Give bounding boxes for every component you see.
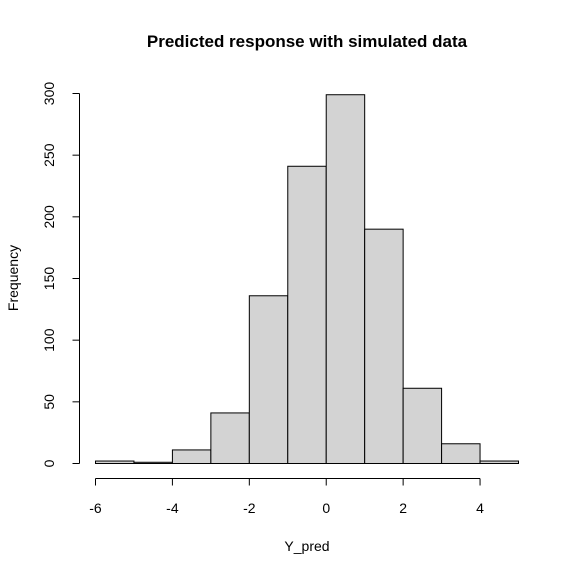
y-tick-label: 50 — [41, 394, 57, 410]
histogram-bar — [133, 461, 173, 464]
histogram-bars — [95, 94, 519, 464]
x-tick-label: -4 — [166, 500, 179, 516]
x-axis: -6 -4 -2 0 2 4 — [89, 478, 484, 516]
histogram-bar — [171, 449, 212, 464]
histogram-bar — [248, 295, 289, 464]
histogram-bar — [364, 228, 404, 464]
chart-title: Predicted response with simulated data — [147, 32, 468, 51]
histogram-bar — [95, 460, 135, 464]
histogram-bar — [325, 94, 366, 464]
x-tick-label: -6 — [89, 500, 102, 516]
y-tick-label: 100 — [41, 328, 57, 352]
histogram-bar — [402, 387, 443, 464]
x-tick-label: -2 — [243, 500, 256, 516]
y-axis-label: Frequency — [5, 245, 21, 311]
histogram-bar — [287, 165, 327, 464]
y-tick-label: 0 — [41, 459, 57, 467]
y-tick-label: 150 — [41, 267, 57, 291]
x-tick-label: 0 — [322, 500, 330, 516]
histogram-bar — [210, 412, 250, 464]
histogram-bar — [441, 443, 481, 464]
y-tick-label: 300 — [41, 82, 57, 106]
y-axis: 0 50 100 150 200 250 300 — [41, 82, 80, 467]
y-tick-label: 200 — [41, 205, 57, 229]
x-axis-label: Y_pred — [284, 538, 329, 554]
y-tick-label: 250 — [41, 143, 57, 167]
histogram-bar — [479, 460, 519, 464]
x-tick-label: 2 — [399, 500, 407, 516]
x-tick-label: 4 — [476, 500, 484, 516]
